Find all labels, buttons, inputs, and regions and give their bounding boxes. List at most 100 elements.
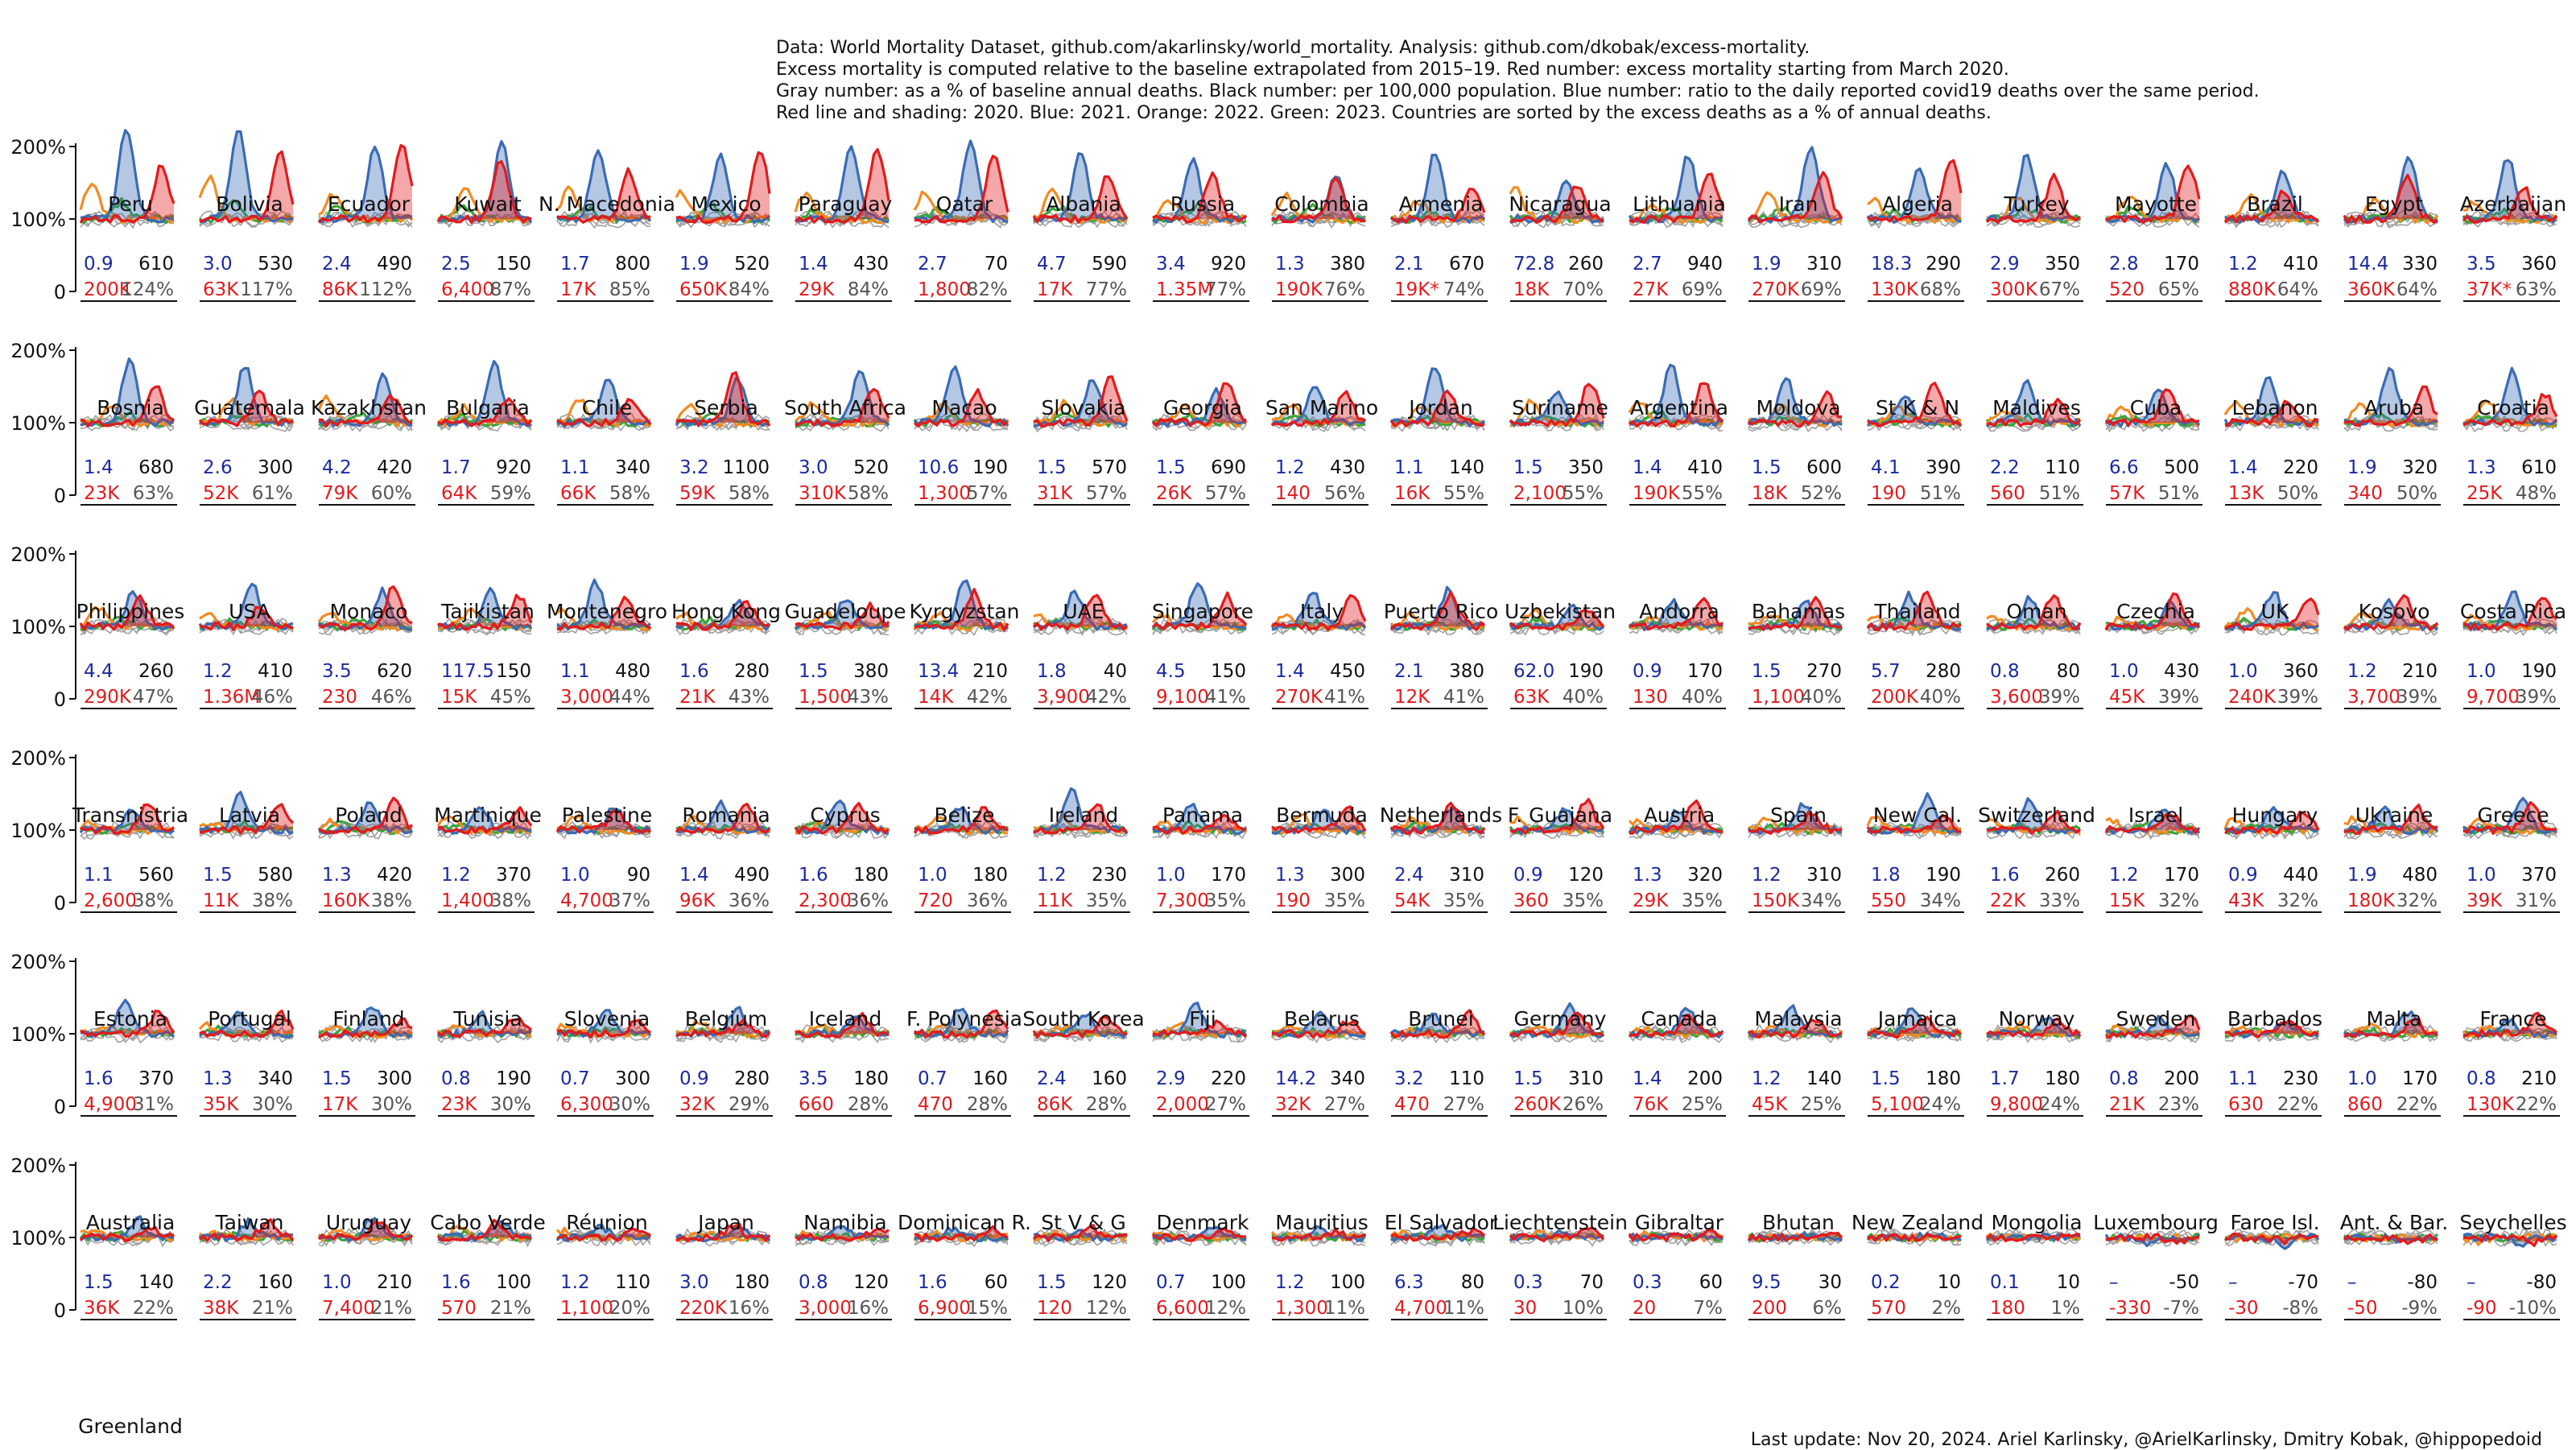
per-100k-value: 570 bbox=[1092, 457, 1127, 478]
excess-deaths-value: 3,000 bbox=[560, 687, 613, 708]
excess-percent-value: 24% bbox=[2039, 1094, 2080, 1115]
baseline-year-line bbox=[1152, 413, 1247, 432]
per-100k-value: 350 bbox=[1568, 457, 1604, 478]
series-line-2020 bbox=[2224, 597, 2320, 631]
series-line-2022 bbox=[1867, 196, 1962, 224]
excess-deaths-value: 9,800 bbox=[1990, 1094, 2043, 1115]
country-title: Norway bbox=[1999, 1007, 2075, 1031]
per-100k-value: 310 bbox=[1449, 865, 1484, 886]
excess-shading-2021 bbox=[80, 810, 174, 833]
series-line-2020 bbox=[437, 806, 533, 835]
country-title: Estonia bbox=[93, 1007, 167, 1031]
excess-deaths-value: 27K bbox=[1633, 279, 1669, 300]
excess-shading-2021 bbox=[1510, 391, 1604, 426]
covid-ratio-value: 1.4 bbox=[1633, 1068, 1662, 1089]
panel-nicaragua: Nicaragua 72.8 260 18K 70% bbox=[1509, 180, 1612, 302]
series-line-2020 bbox=[675, 1018, 771, 1039]
covid-ratio-value: 3.0 bbox=[799, 457, 828, 478]
series-line-2021 bbox=[2224, 591, 2319, 631]
series-line-2021 bbox=[80, 1215, 175, 1242]
country-title: Germany bbox=[1514, 1007, 1607, 1031]
excess-shading-2020 bbox=[1153, 172, 1246, 222]
panel-tajikistan: Tajikistan 117.5 150 15K 45% bbox=[436, 587, 535, 709]
covid-ratio-value: 2.7 bbox=[918, 254, 947, 275]
series-line-2020 bbox=[2462, 597, 2558, 631]
covid-ratio-value: 0.2 bbox=[1871, 1272, 1901, 1293]
panel-puerto-rico: Puerto Rico 2.1 380 12K 41% bbox=[1384, 585, 1498, 709]
excess-deaths-value: 1,400 bbox=[441, 890, 494, 911]
panel-jordan: Jordan 1.1 140 16K 55% bbox=[1389, 367, 1488, 506]
country-title: Gibraltar bbox=[1635, 1211, 1724, 1234]
series-line-2020 bbox=[556, 167, 651, 224]
excess-shading-2020 bbox=[1391, 592, 1484, 630]
excess-shading-2020 bbox=[1748, 391, 1842, 427]
covid-ratio-value: 1.2 bbox=[1752, 865, 1781, 886]
per-100k-value: 290 bbox=[1926, 254, 1961, 275]
per-100k-value: 10 bbox=[2057, 1272, 2080, 1293]
excess-deaths-value: 79K bbox=[322, 483, 358, 504]
excess-percent-value: 24% bbox=[1920, 1094, 1961, 1115]
excess-shading-2021 bbox=[1153, 803, 1246, 834]
excess-shading-2020 bbox=[1272, 595, 1365, 630]
series-line-2021 bbox=[2343, 597, 2438, 632]
series-line-2021 bbox=[556, 578, 651, 631]
series-line-2020 bbox=[318, 1017, 413, 1039]
series-line-2020 bbox=[1866, 1233, 1962, 1242]
excess-shading-2021 bbox=[676, 154, 770, 223]
excess-deaths-value: 52K bbox=[203, 483, 239, 504]
covid-ratio-value: 1.9 bbox=[679, 254, 709, 275]
per-100k-value: 380 bbox=[1449, 661, 1484, 682]
series-line-2020 bbox=[1866, 813, 1962, 835]
excess-shading-2020 bbox=[1629, 800, 1723, 834]
excess-shading-2020 bbox=[200, 607, 293, 630]
excess-percent-value: 31% bbox=[2516, 890, 2557, 911]
covid-ratio-value: 1.2 bbox=[1037, 865, 1067, 886]
per-100k-value: 30 bbox=[1818, 1272, 1842, 1293]
country-title: Malaysia bbox=[1754, 1007, 1842, 1031]
panel-south-africa: South Africa 3.0 520 310K 58% bbox=[784, 370, 906, 506]
excess-deaths-value: 3,000 bbox=[799, 1298, 852, 1319]
excess-percent-value: 46% bbox=[371, 687, 412, 708]
excess-deaths-value: 11K bbox=[203, 890, 239, 911]
series-line-2020 bbox=[199, 803, 295, 835]
covid-ratio-value: 0.7 bbox=[560, 1068, 590, 1089]
excess-shading-2021 bbox=[795, 800, 889, 834]
covid-ratio-value: 1.5 bbox=[1037, 1272, 1067, 1293]
country-title: Namibia bbox=[803, 1211, 886, 1234]
country-title: Austria bbox=[1644, 803, 1715, 827]
excess-deaths-value: 550 bbox=[1871, 890, 1906, 911]
excess-shading-2020 bbox=[1987, 174, 2080, 223]
covid-ratio-value: 0.3 bbox=[1633, 1272, 1662, 1293]
covid-ratio-value: – bbox=[2467, 1272, 2476, 1293]
series-line-2021 bbox=[1867, 167, 1962, 224]
per-100k-value: 190 bbox=[972, 457, 1008, 478]
excess-deaths-value: 180 bbox=[1990, 1298, 2025, 1319]
per-100k-value: 150 bbox=[496, 661, 531, 682]
country-title: Belize bbox=[935, 803, 995, 827]
per-100k-value: 190 bbox=[1568, 661, 1604, 682]
excess-percent-value: 69% bbox=[1801, 279, 1842, 300]
country-title: South Africa bbox=[784, 396, 906, 419]
covid-ratio-value: 2.4 bbox=[1037, 1068, 1067, 1089]
excess-shading-2020 bbox=[2344, 804, 2438, 834]
country-title: Dominican R. bbox=[898, 1211, 1031, 1234]
series-line-2020 bbox=[1390, 188, 1486, 224]
country-title: Bermuda bbox=[1276, 803, 1368, 827]
excess-deaths-value: 130 bbox=[1633, 687, 1668, 708]
excess-percent-value: 30% bbox=[252, 1094, 293, 1115]
excess-percent-value: 112% bbox=[359, 279, 412, 300]
series-line-2021 bbox=[1509, 1002, 1605, 1039]
country-title: Ireland bbox=[1049, 803, 1118, 827]
series-line-2020 bbox=[556, 398, 652, 428]
excess-shading-2021 bbox=[1153, 583, 1246, 630]
country-title: Taiwan bbox=[214, 1211, 283, 1234]
excess-percent-value: 39% bbox=[2396, 687, 2438, 708]
excess-deaths-value: 6,300 bbox=[560, 1094, 613, 1115]
series-line-2020 bbox=[2462, 1233, 2558, 1247]
series-line-2020 bbox=[1629, 1013, 1724, 1039]
panel-australia: Australia 1.5 140 36K 22% bbox=[79, 1211, 177, 1320]
